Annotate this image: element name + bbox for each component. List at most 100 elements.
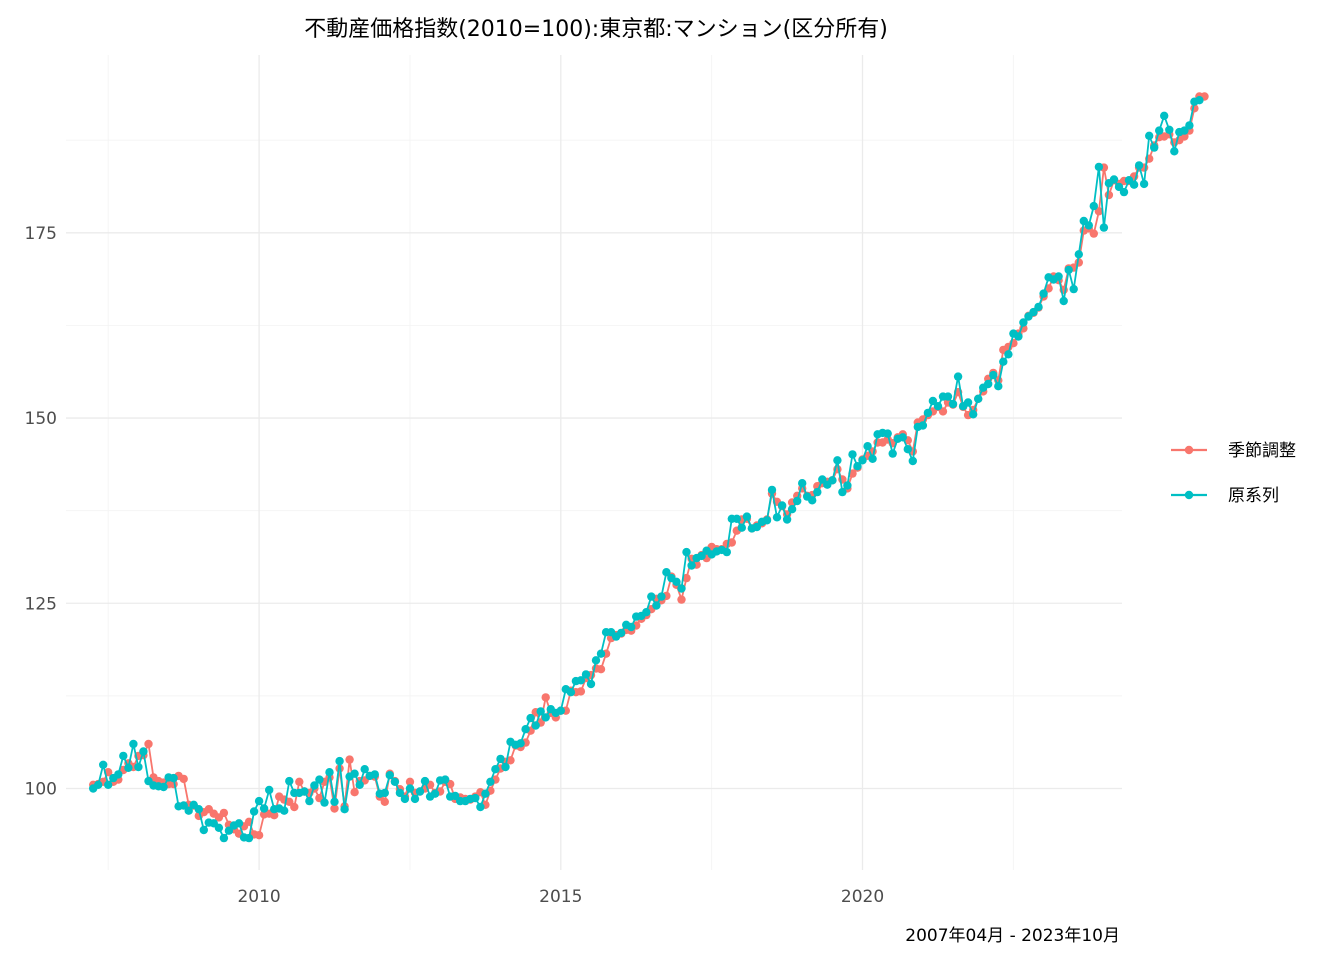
data-point-original	[657, 592, 666, 601]
data-point-original	[219, 833, 229, 843]
data-point-original	[129, 739, 138, 749]
data-point-original	[320, 798, 329, 807]
data-point-original	[1155, 126, 1164, 135]
data-point-original	[1074, 250, 1084, 259]
data-point-original	[672, 577, 681, 586]
data-point-seasonal-adjusted	[938, 407, 948, 416]
legend-item-original[interactable]: 原系列	[1171, 486, 1279, 506]
data-point-original	[355, 780, 364, 789]
data-point-original	[1129, 180, 1139, 189]
data-point-original	[541, 713, 550, 722]
data-point-original	[370, 770, 379, 779]
data-point-original	[395, 788, 405, 798]
data-point-seasonal-adjusted	[285, 797, 294, 806]
data-point-original	[315, 775, 324, 784]
data-point-seasonal-adjusted	[727, 538, 736, 547]
data-point-original	[1039, 289, 1048, 298]
data-point-original	[1089, 201, 1099, 211]
data-point-original	[380, 788, 389, 798]
data-point-original	[254, 796, 264, 806]
data-point-original	[350, 769, 359, 778]
data-point-original	[1139, 179, 1149, 189]
data-point-original	[410, 794, 420, 804]
x-tick-label: 2020	[841, 887, 884, 907]
data-point-original	[948, 399, 958, 409]
data-point-original	[984, 379, 993, 389]
data-point-original	[114, 770, 123, 779]
data-point-original	[481, 789, 490, 798]
data-point-original	[933, 402, 943, 411]
data-point-original	[1034, 302, 1043, 312]
legend-item-seasonal-adjusted[interactable]: 季節調整	[1171, 441, 1296, 461]
data-point-seasonal-adjusted	[596, 665, 606, 674]
data-point-original	[486, 777, 495, 786]
data-point-seasonal-adjusted	[1089, 229, 1099, 238]
data-point-original	[400, 794, 410, 804]
data-point-original	[259, 804, 269, 813]
data-point-original	[536, 707, 545, 716]
data-point-original	[139, 747, 148, 756]
data-point-original	[476, 802, 485, 812]
data-point-original	[767, 485, 777, 495]
data-point-original	[405, 784, 415, 793]
data-point-original	[793, 496, 802, 506]
data-point-original	[1195, 96, 1204, 105]
data-point-original	[1064, 265, 1073, 275]
data-point-original	[124, 763, 133, 772]
data-point-seasonal-adjusted	[290, 802, 299, 812]
data-point-original	[908, 456, 917, 466]
data-point-original	[340, 805, 349, 814]
data-point-original	[214, 823, 224, 832]
data-point-original	[335, 756, 344, 766]
data-point-original	[556, 706, 565, 715]
data-point-original	[521, 725, 530, 734]
data-point-original	[782, 515, 792, 524]
data-point-original	[682, 547, 691, 557]
data-point-original	[722, 547, 731, 557]
data-point-seasonal-adjusted	[295, 777, 304, 786]
data-point-original	[677, 584, 686, 593]
data-point-original	[687, 561, 696, 570]
data-point-original	[863, 442, 872, 451]
chart-title: 不動産価格指数(2010=100):東京都:マンション(区分所有)	[304, 17, 888, 42]
data-point-seasonal-adjusted	[219, 808, 229, 818]
data-point-original	[496, 754, 505, 764]
legend-key-point-original	[1184, 490, 1194, 500]
data-point-original	[360, 765, 369, 774]
data-point-original	[330, 797, 339, 806]
data-point-original	[1059, 296, 1068, 306]
data-point-original	[1099, 223, 1109, 232]
data-point-original	[1170, 147, 1179, 156]
data-point-seasonal-adjusted	[506, 756, 515, 765]
data-point-original	[390, 777, 400, 786]
data-point-original	[581, 670, 591, 679]
data-point-original	[1084, 221, 1094, 230]
data-point-seasonal-adjusted	[541, 693, 550, 702]
data-point-original	[451, 791, 460, 801]
y-tick-label: 175	[25, 224, 57, 244]
data-point-original	[199, 825, 208, 835]
data-point-original	[526, 713, 535, 723]
data-point-original	[385, 771, 394, 780]
x-tick-label: 2010	[237, 887, 280, 907]
data-point-original	[99, 760, 108, 769]
data-point-seasonal-adjusted	[345, 755, 354, 764]
legend-label-original: 原系列	[1228, 486, 1279, 506]
data-point-original	[828, 476, 837, 485]
major-gridlines	[66, 55, 1122, 870]
data-point-original	[531, 721, 540, 730]
data-point-original	[1180, 126, 1189, 135]
data-point-original	[969, 410, 978, 419]
data-point-original	[627, 622, 636, 632]
data-point-original	[169, 773, 178, 783]
y-tick-label: 150	[25, 409, 57, 429]
data-point-seasonal-adjusted	[1104, 190, 1114, 200]
data-point-original	[818, 475, 827, 484]
data-point-original	[647, 592, 656, 601]
data-point-original	[104, 780, 113, 789]
legend-key-point-seasonal-adjusted	[1184, 445, 1194, 455]
data-point-original	[1165, 125, 1174, 134]
data-point-original	[762, 516, 772, 525]
legend-label-seasonal-adjusted: 季節調整	[1228, 441, 1296, 461]
series-original	[89, 96, 1204, 843]
